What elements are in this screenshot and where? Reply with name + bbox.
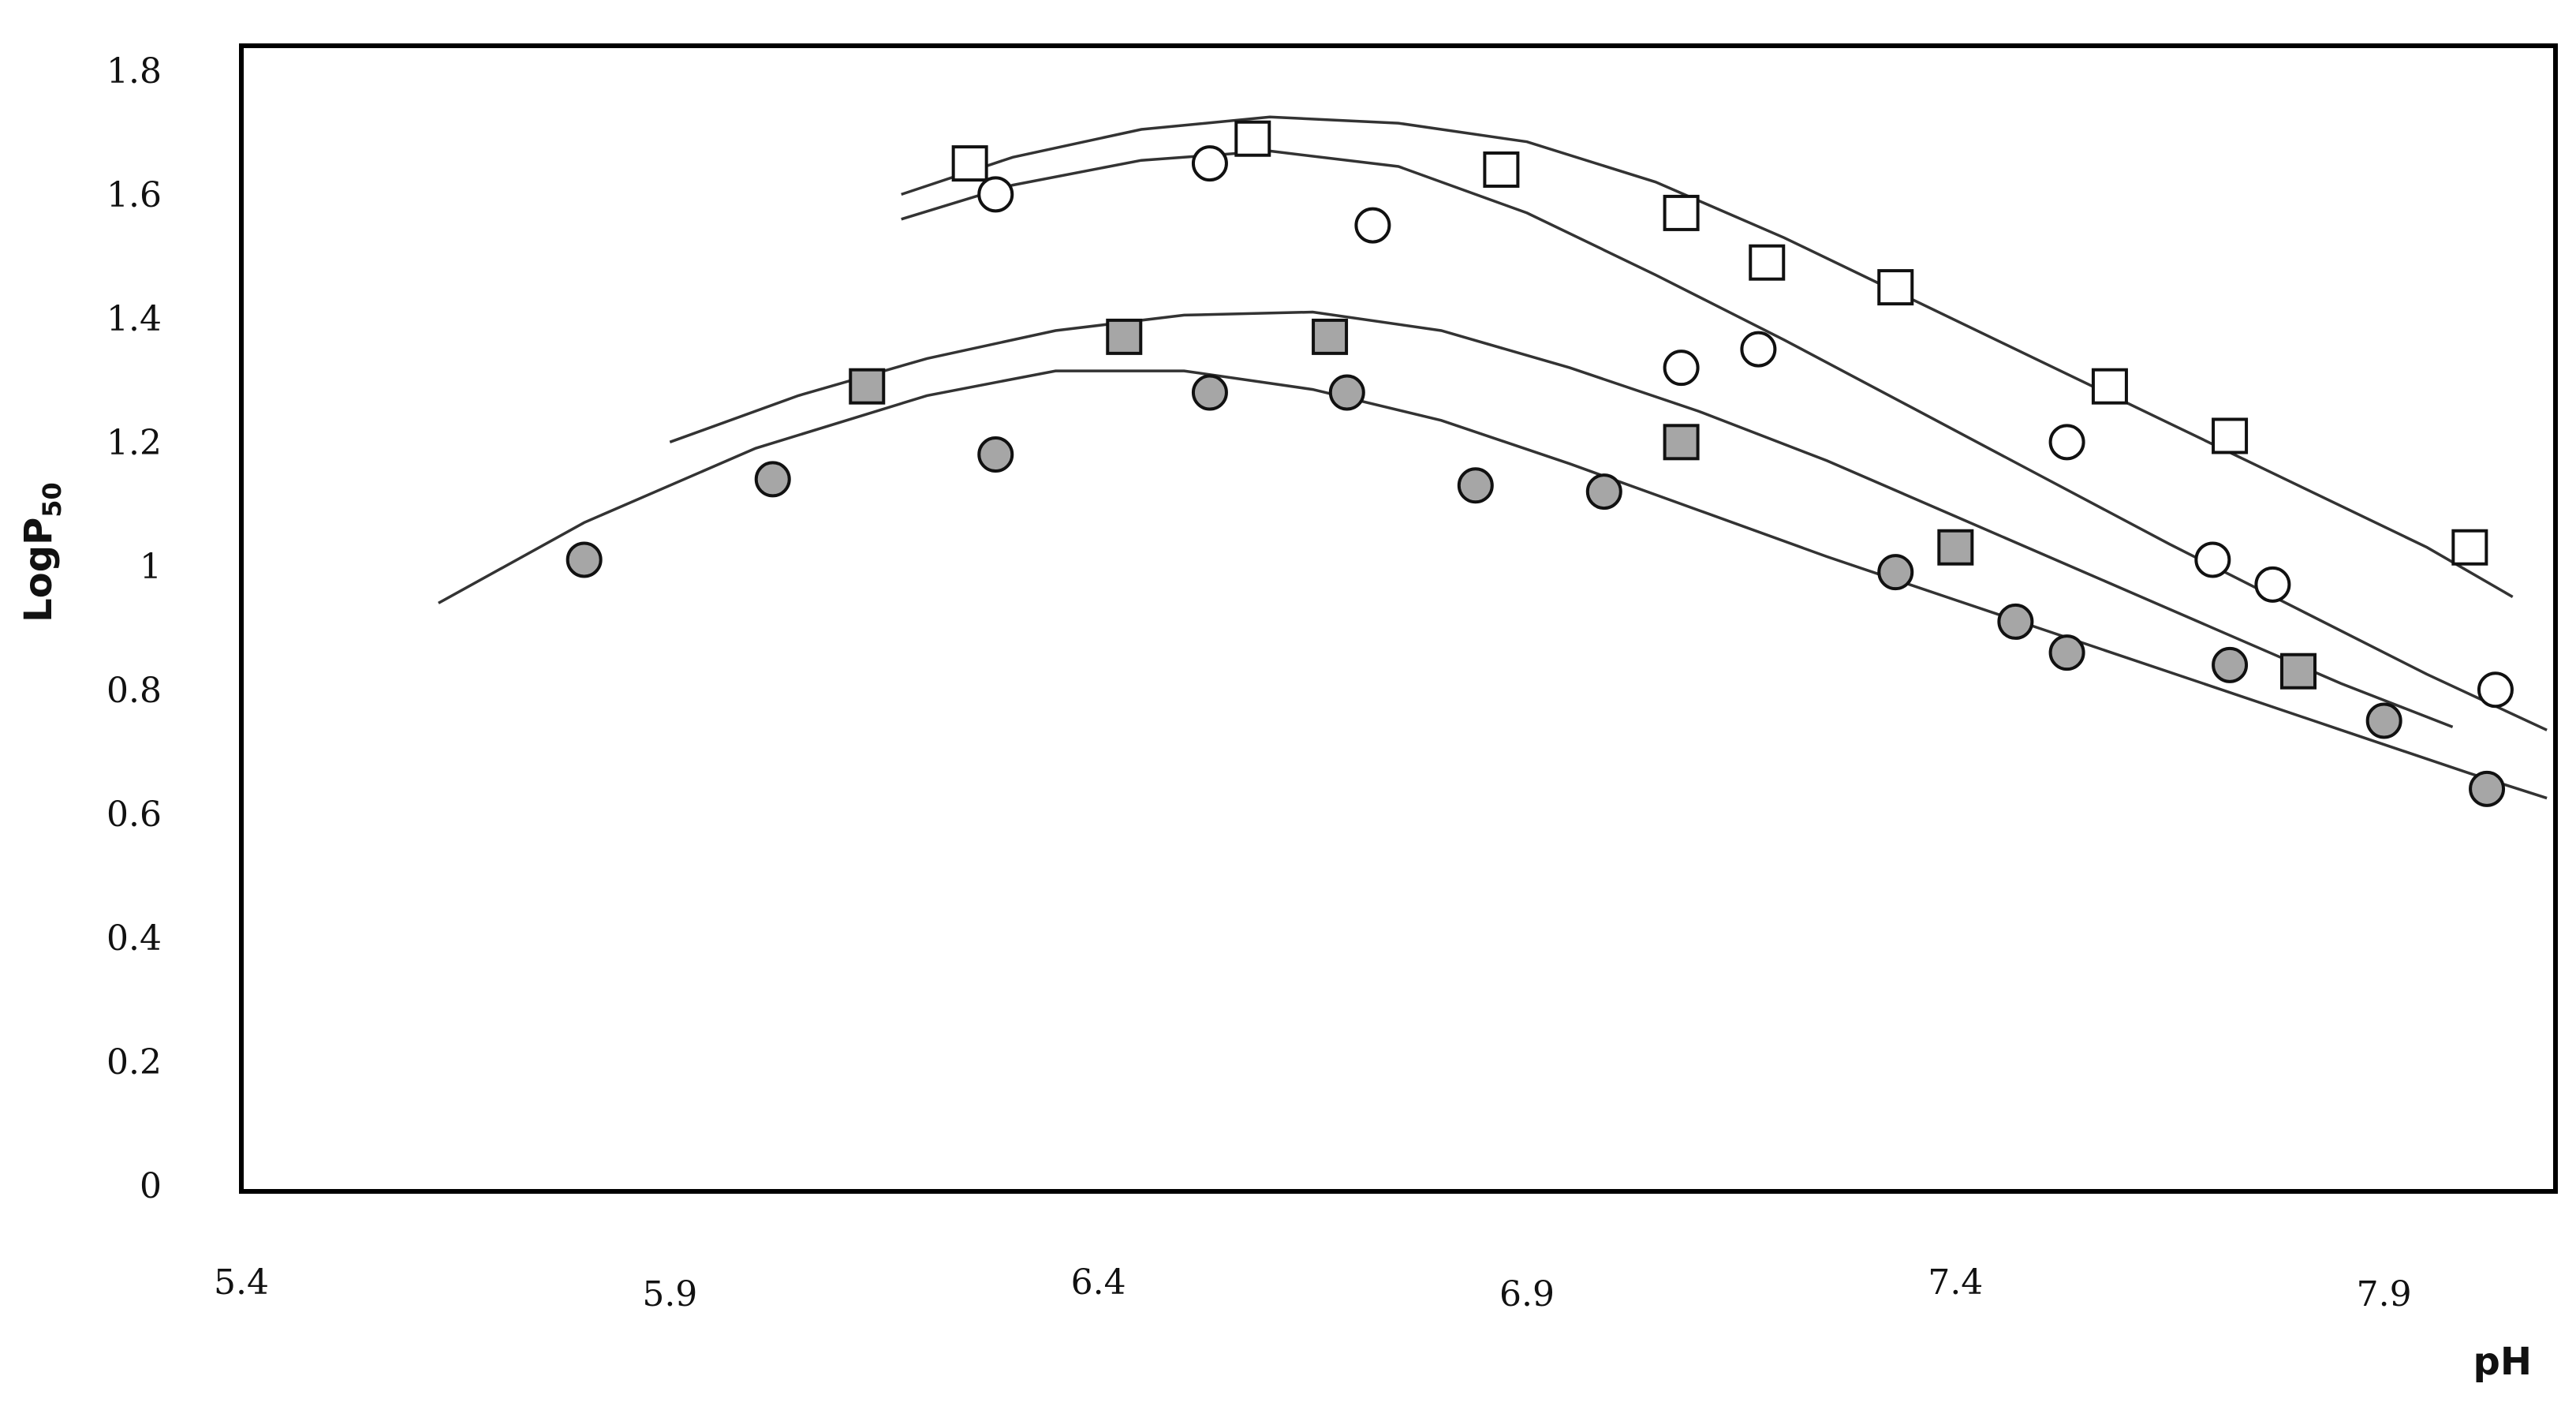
point-series-3-4 (1663, 424, 1700, 461)
x-tick-labels: 5.4 5.9 6.4 6.9 7.4 7.9 (214, 1262, 2412, 1314)
point-series-2-3 (1354, 207, 1391, 244)
point-series-4-3 (977, 436, 1014, 473)
x-tick-label: 5.9 (642, 1274, 697, 1314)
point-series-1-8 (2212, 417, 2249, 454)
y-tick-label: 1 (140, 547, 162, 587)
point-series-3-3 (1312, 318, 1349, 355)
point-series-1-2 (1234, 120, 1271, 157)
point-series-4-12 (2365, 702, 2402, 739)
point-series-4-7 (1585, 473, 1622, 510)
y-tick-label: 0.2 (106, 1042, 162, 1083)
fit-curve-4 (438, 369, 2548, 800)
y-tick-label: 1.2 (106, 423, 162, 463)
y-axis-title-subscript: 50 (37, 482, 67, 518)
point-series-1-3 (1483, 151, 1520, 188)
point-series-1-7 (2091, 368, 2128, 405)
point-series-4-2 (754, 461, 791, 498)
y-tick-labels: 0 0.2 0.4 0.6 0.8 1 1.2 1.4 1.6 1.8 (106, 51, 162, 1206)
y-tick-label: 0.4 (106, 918, 162, 959)
fit-curve-1 (901, 115, 2514, 599)
x-tick-label: 6.9 (1499, 1274, 1555, 1314)
fit-curve-3 (669, 310, 2454, 729)
y-tick-label: 1.6 (106, 175, 162, 215)
point-series-3-6 (2280, 653, 2317, 690)
point-series-2-6 (2048, 424, 2085, 461)
y-axis-title: LogP50 (17, 482, 67, 623)
y-tick-label: 1.4 (106, 299, 162, 339)
x-tick-label: 7.4 (1928, 1262, 1983, 1303)
point-series-2-4 (1663, 350, 1700, 387)
y-tick-label: 0.8 (106, 671, 162, 711)
y-tick-label: 1.8 (106, 51, 162, 92)
point-series-4-6 (1457, 467, 1494, 504)
point-series-4-10 (2048, 634, 2085, 671)
point-series-4-13 (2469, 770, 2506, 807)
x-axis-title: pH (2473, 1340, 2532, 1384)
x-tick-label: 7.9 (2357, 1274, 2412, 1314)
point-series-2-8 (2254, 566, 2291, 603)
point-series-1-4 (1663, 194, 1700, 231)
point-series-2-5 (1740, 331, 1777, 368)
point-series-2-1 (977, 176, 1014, 213)
fit-curve-2 (901, 149, 2548, 731)
plot-frame (239, 43, 2558, 1194)
point-series-1-5 (1749, 244, 1786, 281)
point-series-4-9 (1997, 603, 2034, 640)
point-series-2-7 (2194, 541, 2231, 578)
data-points (566, 120, 2514, 807)
point-series-2-9 (2477, 671, 2514, 709)
point-series-4-8 (1877, 554, 1914, 591)
point-series-4-1 (566, 541, 603, 578)
point-series-4-11 (2212, 646, 2249, 683)
point-series-3-2 (1106, 318, 1143, 355)
point-series-1-1 (951, 145, 988, 182)
point-series-2-2 (1191, 145, 1228, 182)
fit-curves (438, 115, 2548, 800)
point-series-4-4 (1191, 374, 1228, 411)
point-series-3-5 (1937, 529, 1974, 566)
point-series-3-1 (849, 368, 886, 405)
y-tick-label: 0 (140, 1166, 162, 1206)
y-tick-label: 0.6 (106, 795, 162, 835)
x-tick-label: 6.4 (1071, 1262, 1126, 1303)
point-series-1-6 (1877, 269, 1914, 306)
x-tick-label: 5.4 (214, 1262, 269, 1303)
point-series-1-9 (2451, 529, 2488, 566)
point-series-4-5 (1328, 374, 1365, 411)
y-axis-title-main: LogP (17, 518, 61, 623)
